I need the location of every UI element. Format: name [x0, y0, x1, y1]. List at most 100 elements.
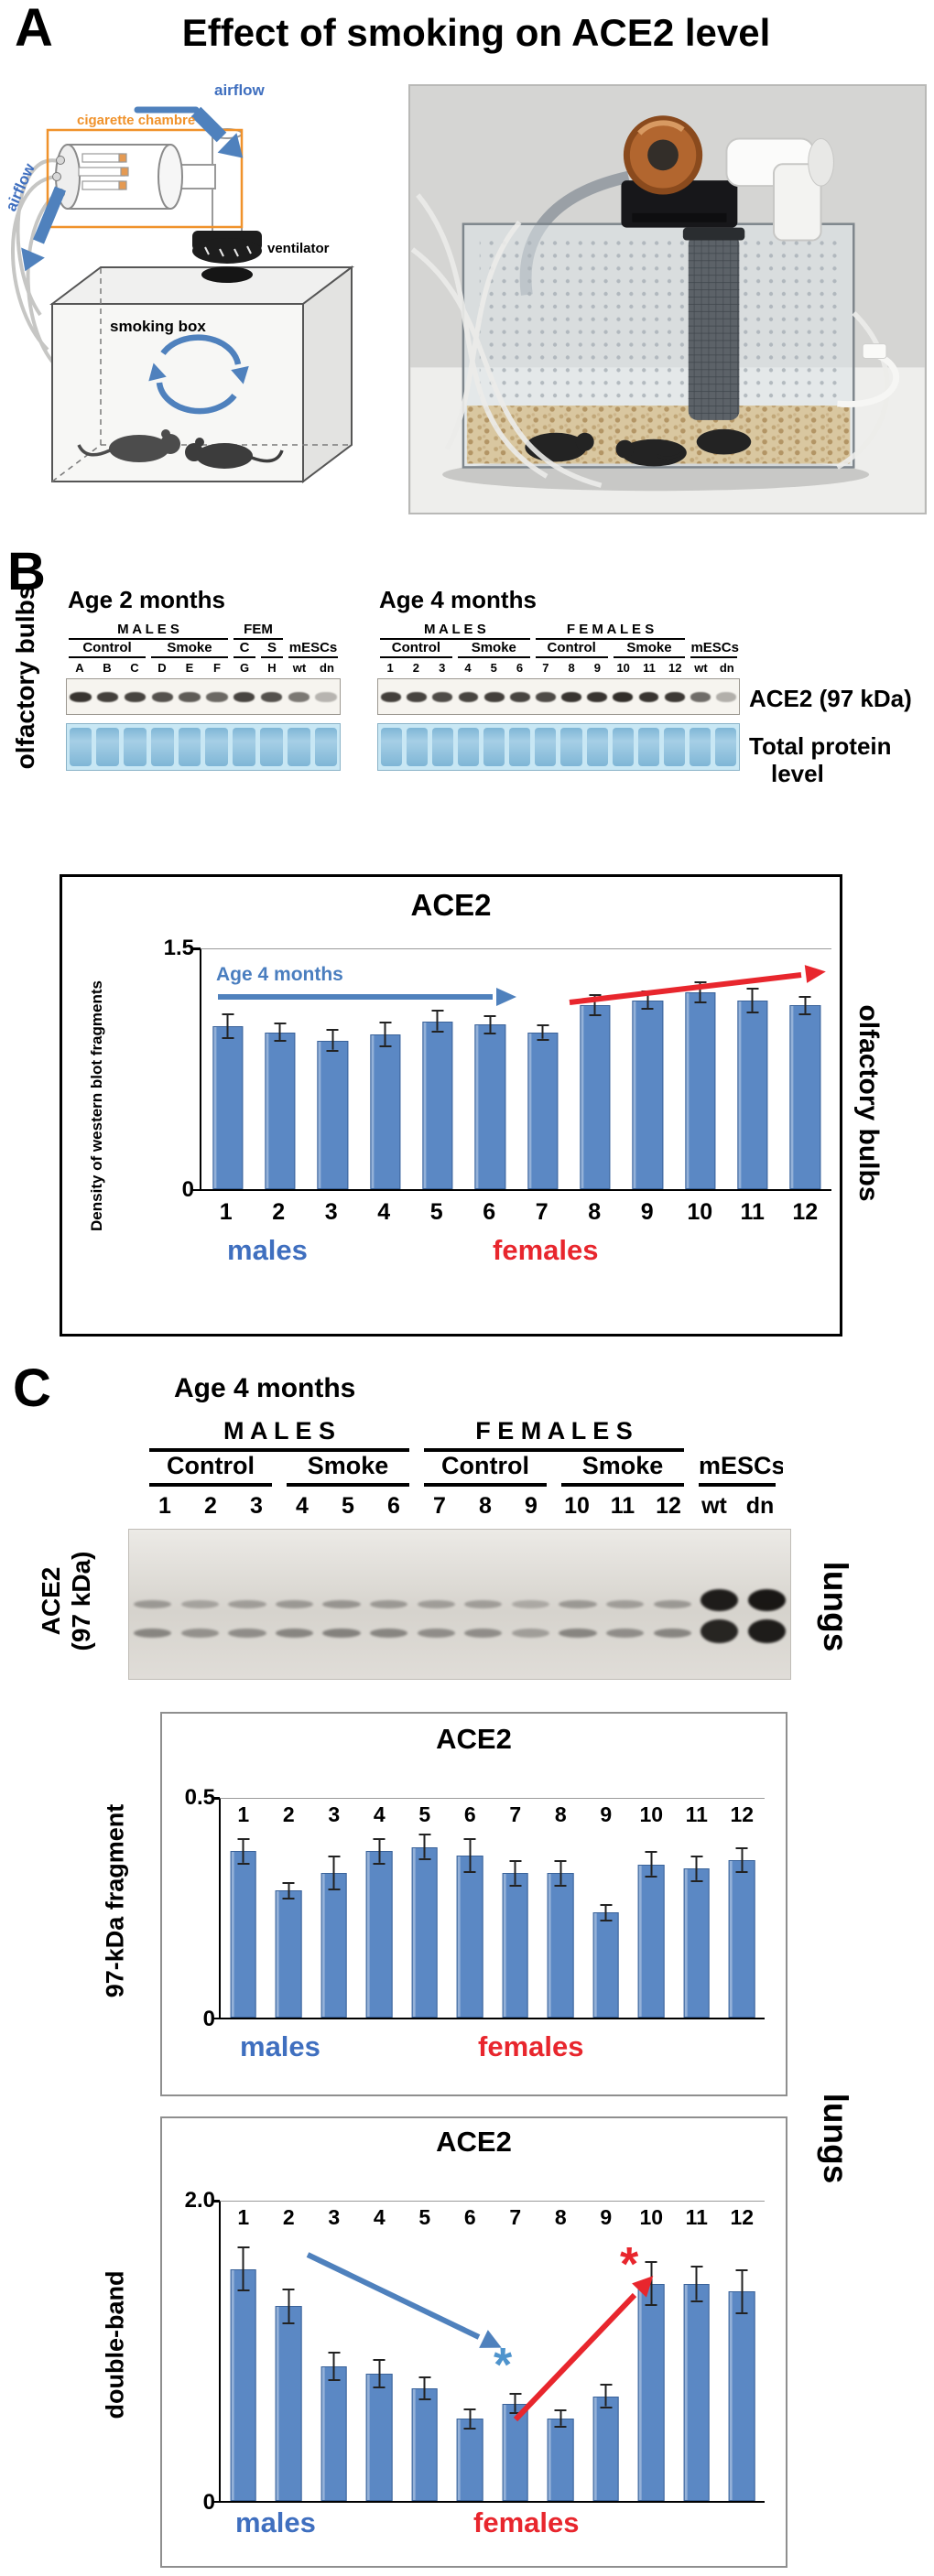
blot-group-label: Control	[535, 640, 608, 658]
bar-column	[359, 949, 411, 1189]
protein-band	[432, 691, 453, 702]
panel-b-label: B	[7, 542, 46, 601]
arrowhead	[148, 363, 167, 382]
protein-band-upper	[464, 1599, 503, 1608]
blot-group-cell: M A L E S	[66, 622, 231, 640]
blot-lane-row: 1 2 3 4 5 6 7 8 9 10 11 12 wt dn	[142, 1487, 783, 1525]
total-protein-lane	[431, 728, 453, 766]
error-bar	[600, 2384, 613, 2408]
lane-label: 12	[656, 1493, 681, 1519]
blot-group-label: M A L E S	[69, 622, 228, 640]
blot-group-cell: Control	[377, 640, 455, 658]
protein-band-upper	[370, 1599, 408, 1608]
bar-column	[311, 1799, 357, 2018]
blot-lane	[129, 1530, 177, 1679]
blot-group-label: Control	[380, 640, 452, 658]
protein-band-lower	[559, 1628, 597, 1638]
protein-band	[206, 691, 228, 702]
protein-band-lower	[747, 1618, 786, 1643]
protein-band	[97, 691, 119, 702]
category-label: 1	[219, 1199, 233, 1225]
y-tick-zero: 0	[202, 2007, 215, 2031]
error-bar	[735, 1846, 748, 1874]
bar-series	[221, 2202, 765, 2501]
blot-group-cell: Smoke	[148, 640, 231, 658]
blot-lane	[559, 691, 584, 702]
blot-group-label: Smoke	[457, 640, 530, 658]
total-protein-lane	[586, 728, 608, 766]
bar	[684, 992, 716, 1189]
error-bar	[282, 1881, 295, 1900]
bar	[320, 2365, 348, 2501]
protein-band	[234, 691, 255, 702]
lane-label: 6	[387, 1493, 400, 1519]
protein-band	[613, 691, 634, 702]
protein-band-lower	[700, 1618, 739, 1643]
lane-label: wt	[694, 661, 708, 675]
apparatus-photo	[408, 84, 927, 514]
bar-column	[629, 2202, 675, 2501]
bar-column	[448, 1799, 494, 2018]
protein-band-upper	[559, 1599, 597, 1608]
category-label: 3	[324, 1199, 338, 1225]
error-bar	[509, 1859, 522, 1887]
protein-band-upper	[322, 1599, 361, 1608]
protein-band	[458, 691, 479, 702]
y-axis-label-double-band: double-band	[101, 2270, 129, 2419]
blot-lane-row: 1 2 3 4 5 6 7 8 9 10 11 12 wt dn	[377, 658, 740, 678]
lane-label: 2	[412, 661, 420, 675]
category-label: 9	[600, 2205, 613, 2229]
bar-column	[307, 949, 359, 1189]
lane-label: 11	[643, 661, 656, 675]
bar	[456, 2419, 483, 2501]
plot-area: 1 2 3 4 5 6 7 8 9 10 11 12 * *	[212, 2200, 765, 2503]
category-label: 2	[282, 2205, 295, 2229]
airflow-top-label: airflow	[214, 81, 266, 99]
lane-label: 3	[439, 661, 446, 675]
protein-band-upper	[417, 1599, 455, 1608]
lane-label: 2	[204, 1493, 217, 1519]
lane-label: D	[157, 661, 167, 675]
bar	[728, 2291, 755, 2501]
bar-column	[569, 949, 621, 1189]
lane-label: 5	[490, 661, 497, 675]
panel-a-label: A	[15, 0, 53, 58]
males-label: males	[235, 2506, 316, 2538]
lane-label: F	[213, 661, 221, 675]
category-label: 7	[535, 1199, 548, 1225]
blot-lane	[285, 691, 312, 702]
error-bar	[373, 1838, 386, 1865]
total-protein-lane	[535, 728, 557, 766]
protein-band-lower	[605, 1628, 645, 1638]
blot-group-label: Control	[424, 1452, 547, 1487]
males-label: males	[227, 1234, 308, 1266]
bar	[580, 1005, 611, 1189]
total-protein-strip	[66, 723, 341, 771]
blot-group-label: S	[261, 640, 283, 658]
blot-group-label: Control	[69, 640, 146, 658]
error-bar	[379, 1021, 392, 1047]
bar-column	[357, 1799, 403, 2018]
bar	[474, 1024, 505, 1189]
blot-lane	[713, 691, 739, 702]
blot-spacer	[688, 622, 740, 640]
lane-label: 8	[479, 1493, 492, 1519]
category-label: 9	[640, 1199, 654, 1225]
y-tick-max: 2.0	[184, 2188, 215, 2213]
bar	[632, 1000, 663, 1189]
lane-label: 4	[464, 661, 472, 675]
blot-lane	[231, 691, 258, 702]
protein-band-lower	[134, 1628, 172, 1638]
category-label: 3	[328, 1802, 341, 1826]
error-bar	[483, 1014, 496, 1034]
lane-label: 3	[250, 1493, 263, 1519]
bar-column	[402, 1799, 448, 2018]
blot-lane	[610, 691, 635, 702]
western-blot-lungs-image	[128, 1529, 791, 1680]
category-label: 1	[237, 2205, 250, 2229]
blot-lane	[412, 1530, 460, 1679]
category-label: 11	[685, 2205, 708, 2229]
lane-label: G	[239, 661, 250, 675]
